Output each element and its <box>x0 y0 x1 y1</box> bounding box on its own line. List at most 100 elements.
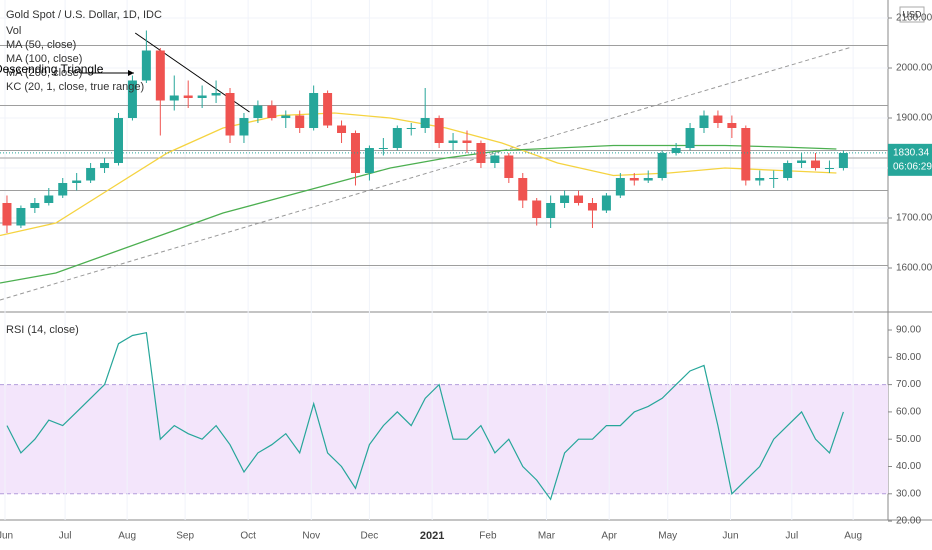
candle-body <box>2 203 12 226</box>
currency: USD <box>902 9 922 19</box>
candle-body <box>16 208 26 226</box>
candle-body <box>448 140 458 143</box>
candle-body <box>281 115 291 118</box>
y-tick-label: 2100.00 <box>896 13 932 24</box>
x-tick-label: Dec <box>361 531 379 542</box>
legend-item: MA (100, close) <box>6 53 82 65</box>
last-price-label: 1830.34 <box>893 147 930 158</box>
candle-body <box>364 148 374 173</box>
y-tick-label: 1600.00 <box>896 263 932 274</box>
x-tick-label: Jul <box>785 531 798 542</box>
rsi-band <box>0 384 888 494</box>
candle-body <box>615 178 625 196</box>
rsi-tick-label: 90.00 <box>896 325 921 336</box>
plot <box>0 0 888 520</box>
x-tick-label: 2021 <box>420 530 444 542</box>
candle-body <box>211 93 221 96</box>
candle-body <box>127 80 137 118</box>
candle-body <box>406 128 416 129</box>
y-tick-label: 1900.00 <box>896 113 932 124</box>
candle-body <box>197 95 207 98</box>
candle-body <box>574 195 584 203</box>
candle-body <box>797 160 807 163</box>
candle-body <box>532 200 542 218</box>
annotation-arrowhead <box>128 70 134 76</box>
legend-item: KC (20, 1, close, true range) <box>6 81 144 93</box>
x-tick-label: Nov <box>302 531 320 542</box>
rsi-tick-label: 30.00 <box>896 488 921 499</box>
candle-body <box>434 118 444 143</box>
candle-body <box>490 155 500 163</box>
candle-body <box>546 203 556 218</box>
candle-body <box>323 93 333 126</box>
candle-body <box>295 115 305 128</box>
x-tick-label: Aug <box>118 531 136 542</box>
legend-item: Vol <box>6 25 21 37</box>
candle-body <box>100 163 110 168</box>
candle-body <box>225 93 235 136</box>
candle-body <box>685 128 695 148</box>
candle-body <box>420 118 430 128</box>
rsi-title: RSI (14, close) <box>6 324 79 336</box>
rsi-line <box>6 331 844 501</box>
x-tick-label: Mar <box>538 531 556 542</box>
x-tick-label: Aug <box>844 531 862 542</box>
y-tick-label: 1700.00 <box>896 213 932 224</box>
candle-body <box>643 178 653 181</box>
rsi-tick-label: 60.00 <box>896 407 921 418</box>
candle-body <box>337 125 347 133</box>
countdown: 06:06:29 <box>893 161 932 172</box>
candle-body <box>783 163 793 178</box>
rsi-tick-label: 80.00 <box>896 352 921 363</box>
rsi-tick-label: 20.00 <box>896 516 921 527</box>
ma-line <box>0 112 837 237</box>
candle-body <box>699 115 709 128</box>
candle-body <box>239 118 249 136</box>
candle-body <box>72 180 82 183</box>
x-tick-label: Oct <box>240 531 256 542</box>
candle-body <box>141 50 151 81</box>
candle-body <box>44 195 54 203</box>
annotation: Descending Triangle <box>0 62 104 76</box>
candle-body <box>657 153 667 178</box>
candle-body <box>155 50 165 101</box>
trendline <box>0 46 852 301</box>
x-tick-label: Apr <box>601 531 617 542</box>
candle-body <box>629 178 639 181</box>
x-tick-label: Sep <box>176 531 194 542</box>
candle-body <box>169 95 179 101</box>
candle-body <box>58 183 68 196</box>
y-tick-label: 2000.00 <box>896 63 932 74</box>
candle-body <box>267 105 277 118</box>
legend-item: MA (200, close) <box>6 67 82 79</box>
x-tick-label: May <box>658 531 677 542</box>
currency-box <box>899 6 925 23</box>
candle-body <box>755 178 765 181</box>
x-tick-label: Feb <box>479 531 497 542</box>
x-tick-label: Jul <box>59 531 72 542</box>
candle-body <box>183 95 193 98</box>
x-tick-label: Jun <box>0 531 13 542</box>
candle-body <box>392 128 402 148</box>
rsi-tick-label: 50.00 <box>896 434 921 445</box>
rsi-tick-label: 40.00 <box>896 461 921 472</box>
candle-body <box>113 118 123 163</box>
candle-body <box>462 140 472 143</box>
candle-body <box>838 153 848 168</box>
legend-item: MA (50, close) <box>6 39 76 51</box>
chart-title: Gold Spot / U.S. Dollar, 1D, IDC <box>6 9 162 21</box>
candle-body <box>518 178 528 201</box>
candle-body <box>560 195 570 203</box>
candle-body <box>601 195 611 211</box>
candle-body <box>741 128 751 181</box>
ma-line <box>0 144 837 284</box>
candle-body <box>824 168 834 169</box>
candle-body <box>671 148 681 153</box>
candle-body <box>504 155 514 178</box>
candle-body <box>30 203 40 208</box>
candle-body <box>309 93 319 128</box>
candle-body <box>713 115 723 123</box>
last-price-box <box>888 143 932 176</box>
candle-body <box>769 178 779 179</box>
